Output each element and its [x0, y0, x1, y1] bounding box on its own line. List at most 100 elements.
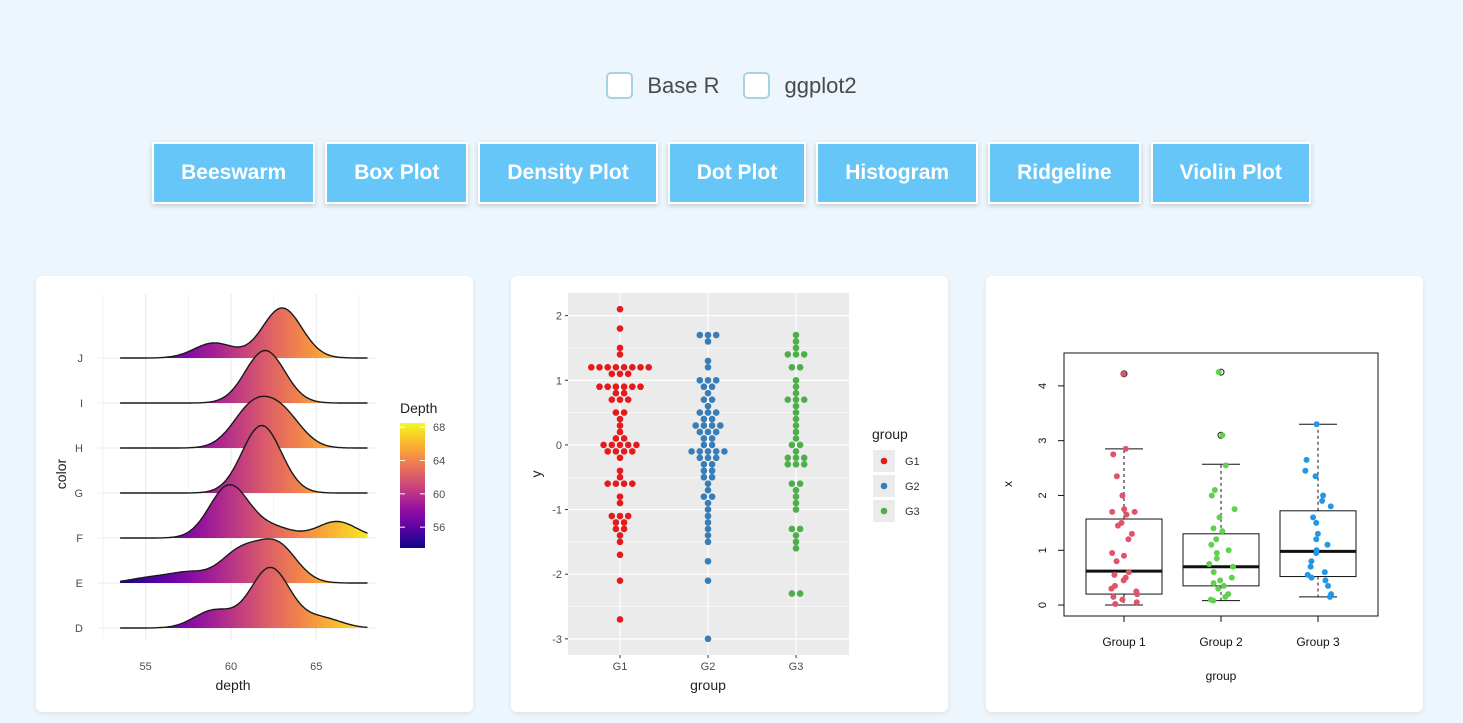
jitter-point [1112, 600, 1119, 607]
base-r-checkbox[interactable] [606, 72, 634, 99]
jitter-point [1122, 445, 1129, 452]
jitter-point [1109, 549, 1116, 556]
swarm-point [608, 441, 616, 449]
swarm-point [696, 448, 704, 455]
swarm-point [700, 493, 708, 500]
jitter-point [1222, 462, 1229, 469]
jitter-point [1231, 506, 1238, 513]
swarm-point [616, 441, 624, 449]
swarm-point [704, 525, 712, 533]
box-3 [1279, 423, 1357, 598]
jitter-point [1111, 571, 1118, 578]
swarm-point [620, 364, 628, 371]
jitter-point [1320, 492, 1327, 499]
swarm-point [616, 370, 624, 378]
swarm-point [704, 402, 712, 410]
ridgeline-button[interactable]: Ridgeline [988, 142, 1141, 204]
ridgeline-chart-card[interactable]: D E F G H I J 55 60 65 depth color Depth 56 60 64 68 [36, 276, 473, 712]
x-tick-label: 65 [310, 661, 322, 673]
ridge-line-J [120, 307, 368, 359]
jitter-point [1120, 552, 1127, 559]
box-plot-button[interactable]: Box Plot [325, 142, 469, 204]
jitter-point [1308, 574, 1315, 581]
dot-plot-button[interactable]: Dot Plot [667, 142, 807, 204]
filter-base-r[interactable]: Base R [606, 72, 719, 99]
swarm-point [696, 331, 704, 339]
swarm-point [629, 480, 636, 487]
jitter-point [1308, 558, 1315, 565]
swarm-point [800, 454, 808, 462]
swarm-point [788, 480, 796, 487]
histogram-button[interactable]: Histogram [816, 142, 979, 204]
swarm-point [712, 448, 720, 455]
swarm-point [696, 454, 704, 462]
filter-ggplot2[interactable]: ggplot2 [743, 72, 857, 99]
jitter-point [1120, 577, 1127, 584]
ridge-line-E [120, 538, 368, 584]
ggplot2-checkbox[interactable] [743, 72, 771, 99]
swarm-point [700, 441, 708, 449]
ridge-fill-D [120, 567, 368, 628]
swarm-point [708, 467, 716, 475]
beeswarm-chart-card[interactable]: -3 -2 -1 0 1 2 G1 G2 G3 group y group G1 G2 G3 [511, 276, 948, 712]
y-axis-title: y [528, 471, 544, 478]
swarm-point [708, 415, 716, 423]
swarm-point [784, 351, 792, 358]
jitter-point [1302, 467, 1309, 474]
swarm-point [721, 448, 728, 455]
ggplot2-label: ggplot2 [784, 72, 857, 98]
swarm-point [792, 435, 800, 442]
density-plot-button[interactable]: Density Plot [478, 142, 658, 204]
jitter-point [1313, 549, 1320, 556]
y-tick-label: 0 [1037, 602, 1049, 608]
jitter-point [1215, 585, 1222, 592]
jitter-point [1216, 514, 1223, 521]
swarm-point [708, 473, 716, 481]
swarm-point [792, 415, 800, 423]
swarm-point [717, 422, 724, 429]
swarm-point [688, 448, 695, 455]
swarm-point [696, 428, 704, 436]
jitter-point [1324, 541, 1331, 548]
swarm-point [616, 428, 624, 436]
jitter-point [1219, 432, 1226, 439]
boxplot-chart-card[interactable]: 0 1 2 3 4 Group 1 Group 2 Group 3 group x [986, 276, 1423, 712]
jitter-point [1110, 451, 1117, 458]
jitter-point [1213, 555, 1220, 562]
boxplot-chart: 0 1 2 3 4 Group 1 Group 2 Group 3 group x [1001, 352, 1379, 683]
swarm-point [784, 396, 792, 403]
jitter-point [1222, 593, 1229, 600]
swarm-point [616, 422, 624, 429]
legend-label: G1 [905, 456, 920, 468]
beeswarm-button[interactable]: Beeswarm [152, 142, 316, 204]
jitter-point [1312, 473, 1319, 480]
jitter-point [1121, 506, 1128, 513]
jitter-point [1327, 503, 1334, 510]
jitter-point [1319, 497, 1326, 504]
violin-plot-button[interactable]: Violin Plot [1150, 142, 1311, 204]
swarm-point [704, 338, 712, 345]
swarm-point [784, 454, 792, 462]
swarm-point [629, 364, 636, 371]
jitter-point [1220, 582, 1227, 589]
swarm-point [616, 305, 624, 313]
swarm-point [792, 486, 800, 494]
jitter-point [1303, 456, 1310, 463]
swarm-point [792, 402, 800, 410]
jitter-point [1307, 563, 1314, 570]
swarm-point [704, 454, 712, 462]
swarm-point [792, 331, 800, 339]
swarm-point [612, 480, 620, 487]
swarm-point [616, 538, 624, 546]
swarm-point [708, 383, 716, 391]
swarm-point [704, 364, 712, 371]
swarm-point [612, 389, 620, 397]
swarm-point [616, 454, 624, 462]
legend-tick-label: 60 [433, 489, 445, 501]
jitter-point [1113, 558, 1120, 565]
beeswarm-chart: -3 -2 -1 0 1 2 G1 G2 G3 group y group G1 G2 G3 [528, 293, 920, 693]
swarm-point [612, 364, 620, 371]
y-tick-label: 1 [1037, 547, 1049, 553]
jitter-point [1210, 569, 1217, 576]
swarm-point [792, 506, 800, 513]
